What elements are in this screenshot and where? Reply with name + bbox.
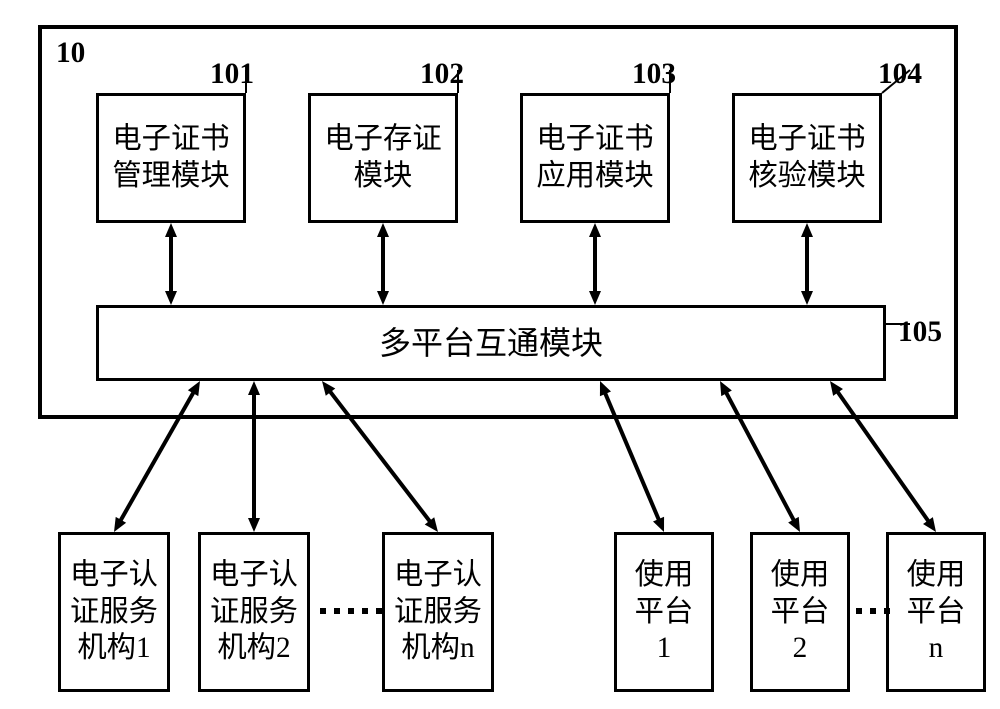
usage-platform-box-0: 使用 平台 1 xyxy=(614,532,714,692)
module-box-102: 电子存证 模块 xyxy=(308,93,458,223)
ellipsis-dots-1 xyxy=(856,608,890,614)
ellipsis-dots-0 xyxy=(320,608,382,614)
interconnect-label: 105 xyxy=(898,316,942,349)
module-label-102: 102 xyxy=(420,58,464,91)
usage-platform-box-2: 使用 平台 n xyxy=(886,532,986,692)
interconnect-box: 多平台互通模块 xyxy=(96,305,886,381)
module-label-101: 101 xyxy=(210,58,254,91)
cert-authority-box-2: 电子认 证服务 机构n xyxy=(382,532,494,692)
module-label-104: 104 xyxy=(878,58,922,91)
module-box-101: 电子证书 管理模块 xyxy=(96,93,246,223)
cert-authority-box-1: 电子认 证服务 机构2 xyxy=(198,532,310,692)
module-label-103: 103 xyxy=(632,58,676,91)
usage-platform-box-1: 使用 平台 2 xyxy=(750,532,850,692)
module-box-103: 电子证书 应用模块 xyxy=(520,93,670,223)
module-box-104: 电子证书 核验模块 xyxy=(732,93,882,223)
outer-system-label: 10 xyxy=(56,37,85,70)
cert-authority-box-0: 电子认 证服务 机构1 xyxy=(58,532,170,692)
